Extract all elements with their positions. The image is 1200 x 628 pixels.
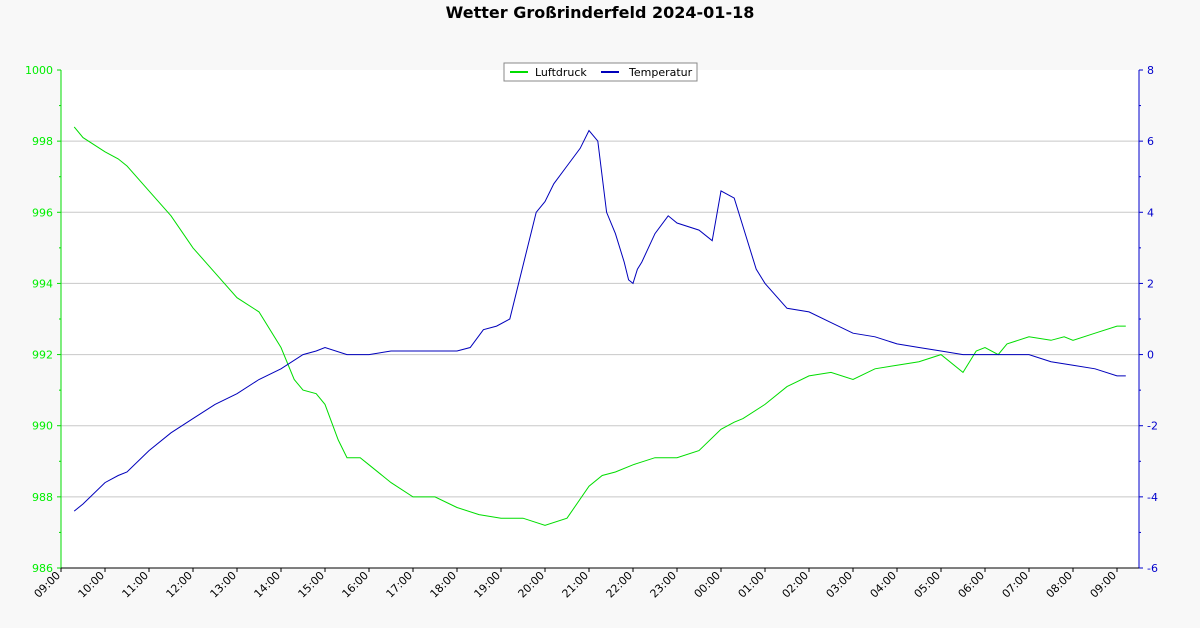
plot-area [61,70,1139,568]
legend: Luftdruck Temperatur [503,62,698,82]
right-axis-tick-label: 6 [1147,135,1154,148]
plot-background [61,70,1139,568]
data-series [73,126,1126,526]
right-axis-tick-label: 0 [1147,349,1154,362]
left-axis-tick-label: 996 [32,206,53,219]
left-axis-tick-label: 994 [32,277,53,290]
left-axis-tick-label: 992 [32,349,53,362]
right-axis-tick-label: -6 [1147,562,1158,575]
right-axis-tick-label: 8 [1147,64,1154,77]
legend-box [503,62,698,82]
series-line-luftdruck [73,126,1126,526]
chart-title: Wetter Großrinderfeld 2024-01-18 [446,3,755,22]
left-axis-tick-label: 998 [32,135,53,148]
right-axis-tick-label: 4 [1147,206,1154,219]
left-axis-tick-label: 986 [32,562,53,575]
series-line-temperatur [73,129,1126,512]
legend-label-luftdruck: Luftdruck [535,66,587,79]
axes [57,69,1143,572]
grid-lines [61,140,1139,498]
left-axis-tick-label: 988 [32,491,53,504]
left-axis-tick-label: 990 [32,420,53,433]
right-axis-tick-label: 2 [1147,277,1154,290]
right-axis-tick-label: -2 [1147,420,1158,433]
right-axis-tick-label: -4 [1147,491,1158,504]
left-axis-tick-label: 1000 [25,64,53,77]
legend-label-temperatur: Temperatur [628,66,693,79]
